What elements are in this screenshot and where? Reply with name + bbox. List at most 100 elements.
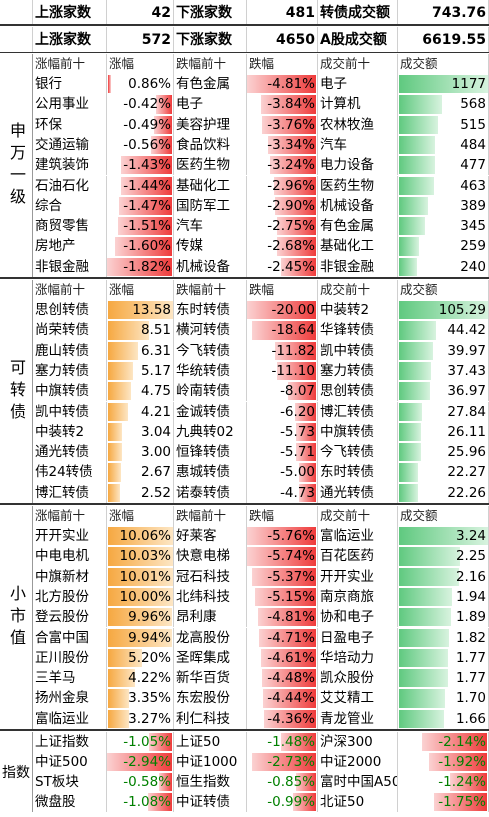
summary-k2-text: 下涨家数 [176, 5, 232, 21]
data-row: 中旗转债 4.75 岭南转债 -8.07 思创转债 36.97 [33, 381, 489, 402]
loser-value: -3.76% [247, 114, 318, 135]
volume-value-bar [399, 301, 488, 320]
gainer-value-text: 3.35% [128, 690, 171, 707]
volume-value: 568 [398, 94, 489, 115]
loser-value-bar [258, 608, 316, 627]
gainer-value-bar [108, 301, 173, 320]
volume-name-text: 思创转债 [320, 383, 374, 400]
index-change-bar [107, 753, 172, 771]
loser-value-text: -5.76% [267, 528, 315, 544]
column-header: 成交额 [398, 280, 489, 300]
volume-value-bar [399, 443, 421, 462]
volume-value-text: 1177 [451, 76, 486, 92]
column-header-text: 跌幅 [249, 508, 275, 523]
loser-name: 医药生物 [174, 155, 247, 176]
loser-value: -20.00 [247, 300, 318, 321]
data-row: 中装转2 3.04 九典转02 -5.73 中旗转债 26.11 [33, 421, 489, 443]
loser-name-text: 昂利康 [176, 609, 217, 626]
gainer-name-text: 登云股份 [35, 609, 89, 626]
column-header-text: 跌幅前十 [176, 56, 227, 71]
loser-name-text: 基础化工 [176, 177, 230, 194]
gainer-value-bar [156, 95, 172, 114]
index-name-text: 中证转债 [176, 794, 230, 810]
gainer-name: 中旗新材 [33, 566, 107, 587]
gainer-name-text: 北方股份 [35, 588, 89, 605]
gainer-value-bar [108, 321, 149, 340]
volume-name-text: 凯众股份 [320, 670, 374, 687]
loser-value-bar [270, 156, 316, 175]
volume-value-bar [399, 237, 419, 256]
loser-value-text: -4.71% [267, 629, 315, 646]
gainer-name: 中旗转债 [33, 381, 107, 402]
volume-name: 计算机 [318, 94, 398, 115]
volume-value-bar [399, 483, 418, 502]
loser-value-bar [299, 483, 316, 502]
volume-value-text: 44.42 [447, 322, 486, 339]
column-header: 涨幅前十 [33, 280, 107, 300]
summary-v3: 6619.55 [398, 27, 489, 52]
index-row: ST板块 -0.58% 恒生指数 -0.85% 富时中国A50 -1.24% [33, 772, 489, 792]
data-row: 房地产 -1.60% 传媒 -2.68% 基础化工 259 [33, 236, 489, 257]
gainer-name-text: 中旗转债 [35, 383, 89, 400]
summary-v2-text: 4650 [276, 32, 315, 48]
loser-name: 恒锋转债 [174, 442, 247, 463]
gainer-name: 中装转2 [33, 421, 107, 443]
loser-value: -5.74% [247, 546, 318, 567]
volume-name: 华培动力 [318, 647, 398, 669]
gainer-value-text: -1.82% [123, 258, 171, 275]
gainer-value: 3.04 [107, 421, 174, 443]
gainer-value-bar [108, 341, 138, 360]
volume-value: 463 [398, 175, 489, 196]
gainer-value-bar [108, 483, 120, 502]
gainer-value-text: 9.96% [128, 609, 171, 626]
volume-value: 1.66 [398, 708, 489, 729]
summary-k1: 上涨家数 [33, 27, 107, 52]
column-header: 涨幅前十 [33, 506, 107, 526]
loser-name-text: 食品饮料 [176, 136, 230, 153]
loser-value: -11.82 [247, 340, 318, 361]
index-change: -2.14% [398, 732, 489, 752]
gainer-name-text: 房地产 [35, 238, 76, 255]
gainer-value: -1.82% [107, 256, 174, 277]
index-change-bar [450, 773, 487, 791]
loser-value-text: -5.37% [267, 568, 315, 585]
loser-value: -2.45% [247, 256, 318, 277]
volume-value-bar [399, 628, 449, 647]
column-header: 跌幅 [247, 280, 318, 300]
volume-name-text: 基础化工 [320, 238, 374, 255]
gainer-name-text: 伟24转债 [35, 464, 93, 481]
section-divider [0, 277, 489, 279]
data-row: 扬州金泉 3.35% 东宏股份 -4.44% 艾艾精工 1.70 [33, 688, 489, 709]
loser-value-bar [275, 196, 316, 216]
index-change: -2.94% [107, 752, 174, 772]
section-label-text: 可转债 [7, 358, 26, 425]
loser-name: 国防军工 [174, 195, 247, 217]
loser-name-text: 冠石科技 [176, 568, 230, 585]
index-name: 中证转债 [174, 792, 247, 812]
gainer-value-text: 3.27% [128, 710, 171, 727]
loser-value-text: -4.73 [280, 484, 315, 501]
gainer-name: 扬州金泉 [33, 688, 107, 709]
gainer-value: 4.21 [107, 401, 174, 422]
index-name: ST板块 [33, 772, 107, 792]
volume-value-text: 22.26 [447, 484, 486, 501]
index-change: -1.48% [247, 732, 318, 752]
volume-name-text: 协和电子 [320, 609, 374, 626]
volume-value-bar [399, 402, 422, 421]
volume-name: 华锋转债 [318, 320, 398, 341]
volume-value-text: 259 [460, 238, 486, 255]
volume-value-text: 1.82 [455, 629, 486, 646]
summary-v2: 4650 [247, 27, 318, 52]
summary-k2-text: 下涨家数 [176, 32, 232, 48]
volume-value-bar [399, 648, 448, 668]
gainer-name-text: 合富中国 [35, 629, 89, 646]
loser-value: -5.71 [247, 442, 318, 463]
index-change-text: -0.99% [267, 794, 315, 810]
index-name: 北证50 [318, 792, 398, 812]
loser-value-bar [263, 689, 316, 708]
gainer-name-text: 尚荣转债 [35, 322, 89, 339]
volume-name-text: 艾艾精工 [320, 690, 374, 707]
loser-name: 横河转债 [174, 320, 247, 341]
loser-value-bar [299, 463, 316, 482]
loser-name: 利仁科技 [174, 708, 247, 729]
